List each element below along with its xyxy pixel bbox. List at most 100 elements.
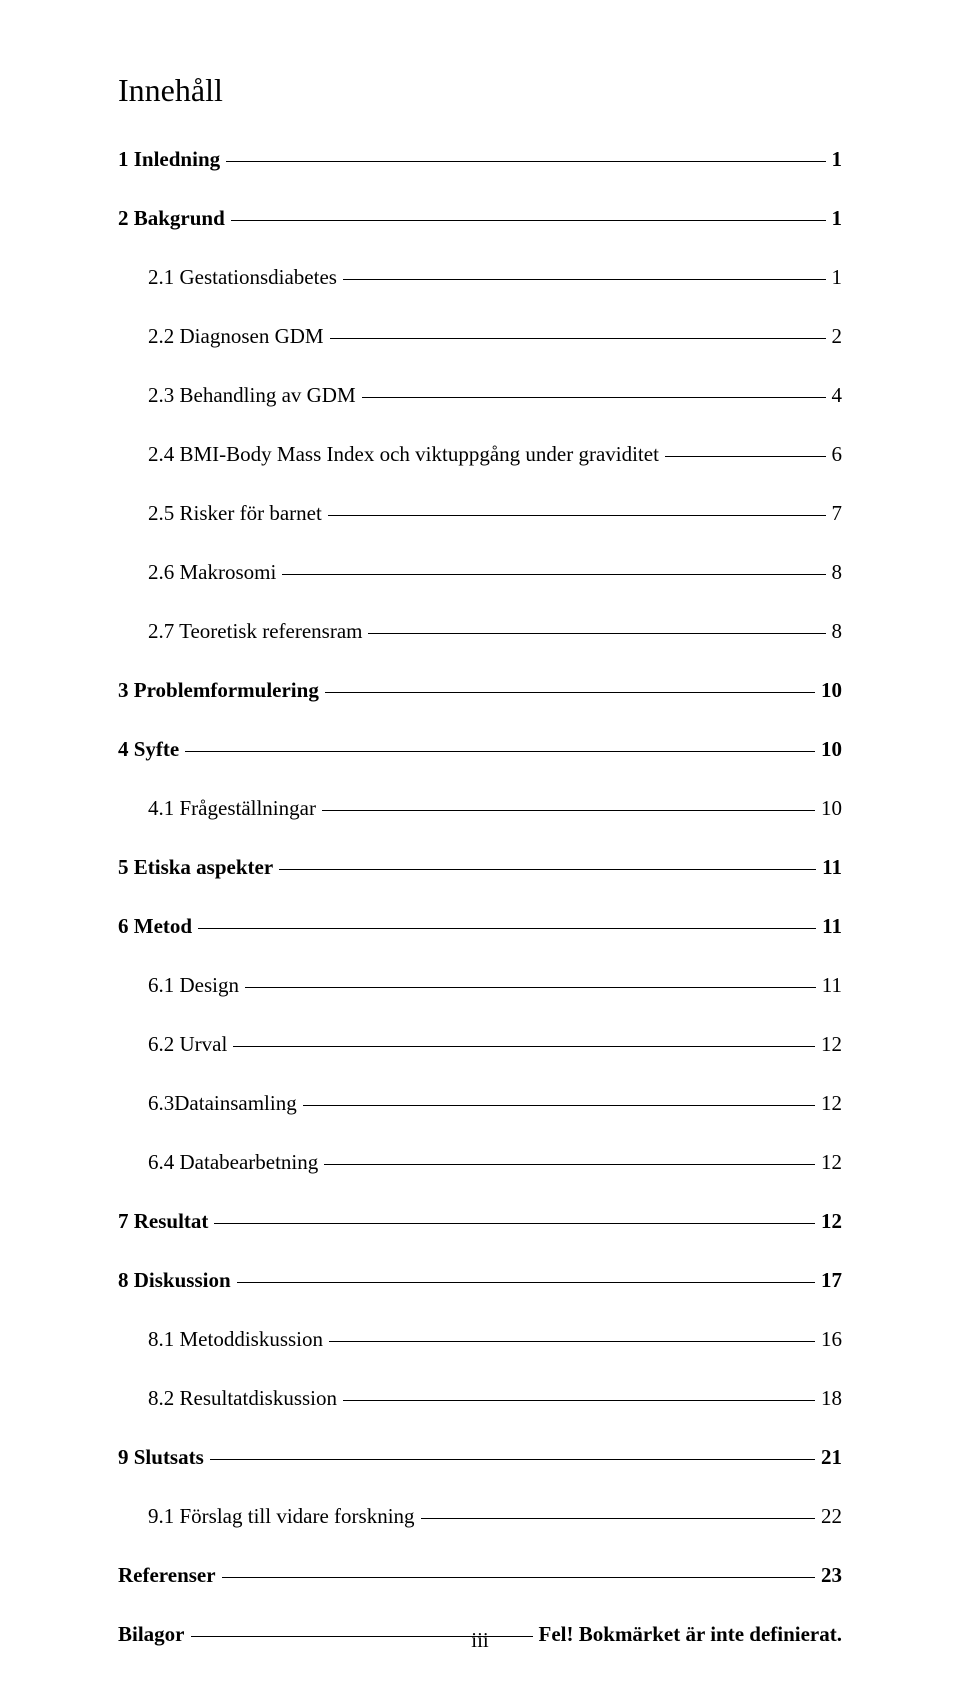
toc-entry: 3 Problemformulering 10 — [118, 678, 842, 703]
toc-entry-text: 2.7 Teoretisk referensram — [148, 619, 366, 644]
toc-leader-line — [665, 456, 826, 457]
page-number: iii — [0, 1628, 960, 1653]
toc-entry-text: 4.1 Frågeställningar — [148, 796, 320, 821]
toc-entry: Referenser 23 — [118, 1563, 842, 1588]
toc-entry-text: 6 Metod — [118, 914, 196, 939]
toc-entry-page: 11 — [818, 914, 842, 939]
toc-entry: 2 Bakgrund 1 — [118, 206, 842, 231]
toc-leader-line — [303, 1105, 815, 1106]
toc-entry-text: 4 Syfte — [118, 737, 183, 762]
toc-entry-text: 5 Etiska aspekter — [118, 855, 277, 880]
toc-entry-page: 16 — [817, 1327, 842, 1352]
toc-entry-page: 22 — [817, 1504, 842, 1529]
toc-entry-text: 6.4 Databearbetning — [148, 1150, 322, 1175]
toc-entry-text: 2 Bakgrund — [118, 206, 229, 231]
toc-entry-text: 1 Inledning — [118, 147, 224, 172]
document-page: Innehåll 1 Inledning12 Bakgrund12.1 Gest… — [0, 0, 960, 1707]
toc-leader-line — [328, 515, 826, 516]
toc-entry-page: 6 — [828, 442, 843, 467]
toc-entry-text: 2.4 BMI-Body Mass Index och viktuppgång … — [148, 442, 663, 467]
toc-entry: 2.1 Gestationsdiabetes 1 — [118, 265, 842, 290]
toc-entry-text: 6.1 Design — [148, 973, 243, 998]
toc-entry-page: 10 — [817, 737, 842, 762]
toc-entry-page: 12 — [817, 1209, 842, 1234]
toc-entry: 8.2 Resultatdiskussion 18 — [118, 1386, 842, 1411]
toc-entry: 2.7 Teoretisk referensram 8 — [118, 619, 842, 644]
toc-entry: 4 Syfte 10 — [118, 737, 842, 762]
toc-entry: 2.4 BMI-Body Mass Index och viktuppgång … — [118, 442, 842, 467]
toc-entry-text: 6.2 Urval — [148, 1032, 231, 1057]
toc-entry-text: 3 Problemformulering — [118, 678, 323, 703]
page-title: Innehåll — [118, 72, 842, 109]
table-of-contents: 1 Inledning12 Bakgrund12.1 Gestationsdia… — [118, 147, 842, 1647]
toc-entry: 6.1 Design 11 — [118, 973, 842, 998]
toc-entry-page: 12 — [817, 1150, 842, 1175]
toc-entry-page: 4 — [828, 383, 843, 408]
toc-leader-line — [237, 1282, 815, 1283]
toc-entry-text: 2.3 Behandling av GDM — [148, 383, 360, 408]
toc-leader-line — [245, 987, 816, 988]
toc-entry: 4.1 Frågeställningar 10 — [118, 796, 842, 821]
toc-entry-page: 21 — [817, 1445, 842, 1470]
toc-entry: 2.3 Behandling av GDM 4 — [118, 383, 842, 408]
toc-leader-line — [324, 1164, 815, 1165]
toc-entry-page: 2 — [828, 324, 843, 349]
toc-entry: 2.6 Makrosomi 8 — [118, 560, 842, 585]
toc-entry-page: 8 — [828, 560, 843, 585]
toc-entry-page: 17 — [817, 1268, 842, 1293]
toc-entry: 6.4 Databearbetning 12 — [118, 1150, 842, 1175]
toc-entry-page: 1 — [828, 147, 843, 172]
toc-leader-line — [329, 1341, 815, 1342]
toc-entry-page: 7 — [828, 501, 843, 526]
toc-entry: 6.3Datainsamling 12 — [118, 1091, 842, 1116]
toc-entry-text: 9 Slutsats — [118, 1445, 208, 1470]
toc-entry-page: 8 — [828, 619, 843, 644]
toc-leader-line — [210, 1459, 815, 1460]
toc-entry-text: 8 Diskussion — [118, 1268, 235, 1293]
toc-entry-page: 12 — [817, 1091, 842, 1116]
toc-leader-line — [279, 869, 816, 870]
toc-leader-line — [322, 810, 815, 811]
toc-entry-page: 10 — [817, 678, 842, 703]
toc-leader-line — [198, 928, 816, 929]
toc-leader-line — [233, 1046, 815, 1047]
toc-entry: 8 Diskussion 17 — [118, 1268, 842, 1293]
toc-leader-line — [343, 1400, 815, 1401]
toc-entry-page: 23 — [817, 1563, 842, 1588]
toc-leader-line — [282, 574, 825, 575]
toc-entry-page: 12 — [817, 1032, 842, 1057]
toc-entry-text: 8.1 Metoddiskussion — [148, 1327, 327, 1352]
toc-entry: 8.1 Metoddiskussion 16 — [118, 1327, 842, 1352]
toc-leader-line — [214, 1223, 815, 1224]
toc-entry-page: 11 — [818, 973, 842, 998]
toc-entry-page: 1 — [828, 265, 843, 290]
toc-entry: 9 Slutsats 21 — [118, 1445, 842, 1470]
toc-leader-line — [330, 338, 826, 339]
toc-leader-line — [226, 161, 825, 162]
toc-entry-text: 2.6 Makrosomi — [148, 560, 280, 585]
toc-entry-page: 11 — [818, 855, 842, 880]
toc-entry: 1 Inledning 1 — [118, 147, 842, 172]
toc-entry-text: Referenser — [118, 1563, 220, 1588]
toc-entry: 2.5 Risker för barnet 7 — [118, 501, 842, 526]
toc-entry: 6.2 Urval 12 — [118, 1032, 842, 1057]
toc-entry-page: 18 — [817, 1386, 842, 1411]
toc-entry-text: 2.5 Risker för barnet — [148, 501, 326, 526]
toc-entry: 6 Metod 11 — [118, 914, 842, 939]
toc-entry: 7 Resultat 12 — [118, 1209, 842, 1234]
toc-leader-line — [368, 633, 825, 634]
toc-leader-line — [185, 751, 815, 752]
toc-leader-line — [362, 397, 826, 398]
toc-entry: 5 Etiska aspekter 11 — [118, 855, 842, 880]
toc-entry-text: 6.3Datainsamling — [148, 1091, 301, 1116]
toc-entry-text: 9.1 Förslag till vidare forskning — [148, 1504, 419, 1529]
toc-leader-line — [325, 692, 815, 693]
toc-entry-page: 1 — [828, 206, 843, 231]
toc-entry-text: 8.2 Resultatdiskussion — [148, 1386, 341, 1411]
toc-entry-text: 7 Resultat — [118, 1209, 212, 1234]
toc-leader-line — [222, 1577, 815, 1578]
toc-entry-page: 10 — [817, 796, 842, 821]
toc-leader-line — [231, 220, 826, 221]
toc-entry: 9.1 Förslag till vidare forskning 22 — [118, 1504, 842, 1529]
toc-entry-text: 2.1 Gestationsdiabetes — [148, 265, 341, 290]
